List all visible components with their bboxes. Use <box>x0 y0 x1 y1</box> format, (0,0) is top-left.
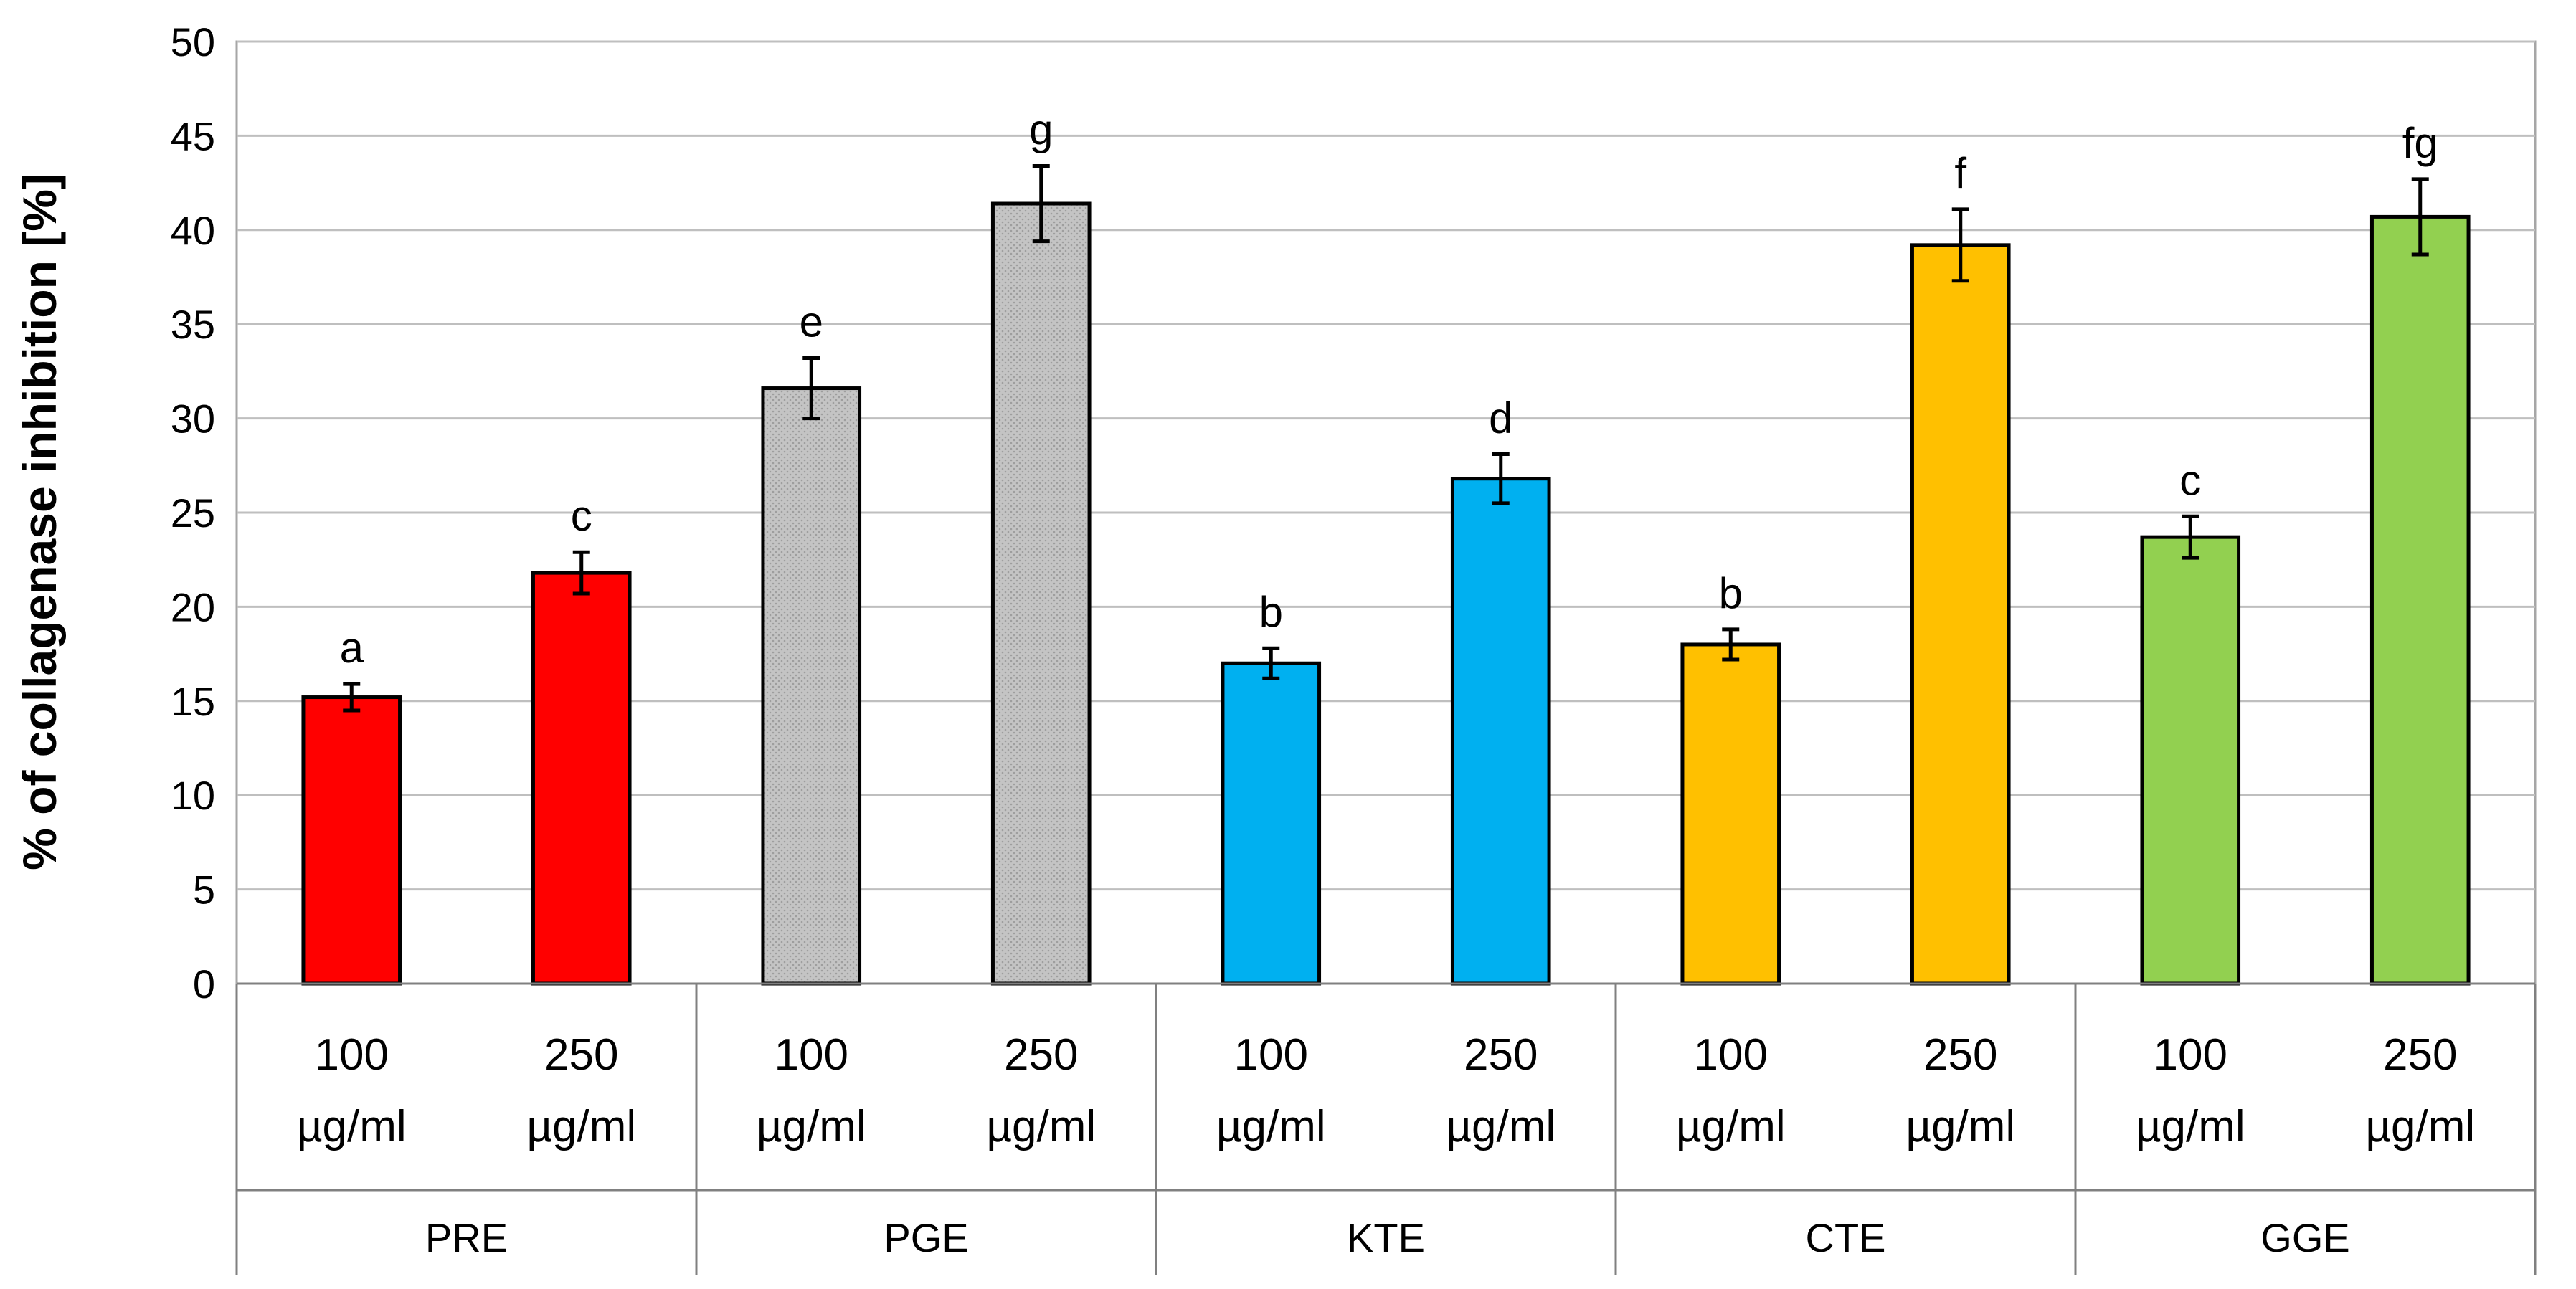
x-tick-label-unit: µg/ml <box>986 1102 1096 1151</box>
y-tick-label: 5 <box>193 867 215 913</box>
bar-cte-250 <box>1910 243 2011 986</box>
significance-letter: a <box>340 624 364 672</box>
x-tick-label-unit: µg/ml <box>757 1102 866 1151</box>
significance-letter: e <box>800 298 823 346</box>
x-tick-label-value: 100 <box>2154 1030 2227 1080</box>
bar-pge-250 <box>990 201 1092 986</box>
x-tick-label-unit: µg/ml <box>1676 1102 1786 1151</box>
x-tick-label-unit: µg/ml <box>2136 1102 2245 1151</box>
significance-letter: fg <box>2402 119 2438 167</box>
x-tick-label-value: 100 <box>775 1030 848 1080</box>
bar-gge-250 <box>2369 214 2471 986</box>
y-tick-label: 15 <box>171 679 215 724</box>
x-tick-label-value: 100 <box>315 1030 389 1080</box>
significance-letter: d <box>1489 394 1512 442</box>
x-tick-label-value: 250 <box>1923 1030 1997 1080</box>
x-group-label: PRE <box>425 1215 508 1260</box>
significance-letter: b <box>1719 569 1743 617</box>
x-tick-label-unit: µg/ml <box>297 1102 407 1151</box>
bar-kte-100 <box>1221 661 1322 986</box>
y-tick-label: 25 <box>171 490 215 536</box>
x-tick-label-value: 250 <box>544 1030 618 1080</box>
y-tick-label: 30 <box>171 396 215 442</box>
significance-letter: g <box>1029 105 1053 153</box>
x-tick-label-unit: µg/ml <box>2365 1102 2475 1151</box>
x-tick-label-value: 250 <box>1004 1030 1078 1080</box>
x-group-label: KTE <box>1347 1215 1425 1260</box>
x-group-label: GGE <box>2260 1215 2349 1260</box>
significance-letter: c <box>2179 456 2201 504</box>
bar-pre-100 <box>301 695 402 986</box>
y-tick-label: 0 <box>193 961 215 1007</box>
y-tick-label: 45 <box>171 113 215 158</box>
significance-letter: b <box>1259 588 1283 636</box>
x-tick-label-unit: µg/ml <box>526 1102 636 1151</box>
bar-pre-250 <box>531 571 632 986</box>
significance-letter: f <box>1954 149 1966 197</box>
bar-kte-250 <box>1450 477 1551 986</box>
x-tick-label-value: 100 <box>1234 1030 1308 1080</box>
y-tick-label: 40 <box>171 208 215 253</box>
x-group-label: PGE <box>884 1215 968 1260</box>
x-tick-label-value: 250 <box>1464 1030 1538 1080</box>
x-group-label: CTE <box>1806 1215 1886 1260</box>
x-tick-label-unit: µg/ml <box>1905 1102 2015 1151</box>
x-tick-label-value: 250 <box>2383 1030 2457 1080</box>
bar-cte-100 <box>1680 642 1781 986</box>
x-tick-label-unit: µg/ml <box>1446 1102 1555 1151</box>
y-tick-label: 35 <box>171 302 215 347</box>
bar-pge-100 <box>761 386 862 986</box>
bar-gge-100 <box>2140 535 2241 986</box>
y-tick-label: 20 <box>171 584 215 629</box>
y-tick-label: 10 <box>171 773 215 818</box>
x-tick-label-unit: µg/ml <box>1216 1102 1326 1151</box>
y-axis-title: % of collagenase inhibition [%] <box>13 173 66 870</box>
y-tick-label: 50 <box>171 19 215 65</box>
x-tick-label-value: 100 <box>1694 1030 1768 1080</box>
significance-letter: c <box>571 492 592 540</box>
